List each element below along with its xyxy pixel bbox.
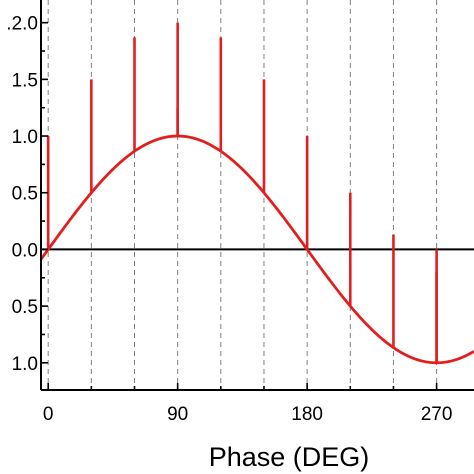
grid-lines xyxy=(47,0,438,390)
x-tick-label-90: 90 xyxy=(167,404,188,425)
sine-curve-series xyxy=(39,134,474,365)
y-tick-label-6: 1.0 xyxy=(12,354,38,375)
x-tick-label-270: 270 xyxy=(421,404,453,425)
stem-series xyxy=(46,22,438,363)
sine-curve xyxy=(39,134,474,365)
x-axis-title: Phase (DEG) xyxy=(209,442,370,472)
axes xyxy=(40,0,474,391)
x-tick-label-180: 180 xyxy=(291,404,323,425)
y-tick-label-1: 1.5 xyxy=(12,70,38,91)
y-tick-label-5: 0.5 xyxy=(12,297,38,318)
tick-labels: .2.0 1.5 1.0 0.5 0.0 0.5 1.0 0 90 180 270 xyxy=(6,14,452,425)
x-tick-label-0: 0 xyxy=(43,404,54,425)
y-tick-label-2: 1.0 xyxy=(12,127,38,148)
y-tick-label-3: 0.5 xyxy=(12,184,38,205)
y-tick-label-4: 0.0 xyxy=(12,240,38,261)
y-tick-label-0: .2.0 xyxy=(6,14,38,35)
